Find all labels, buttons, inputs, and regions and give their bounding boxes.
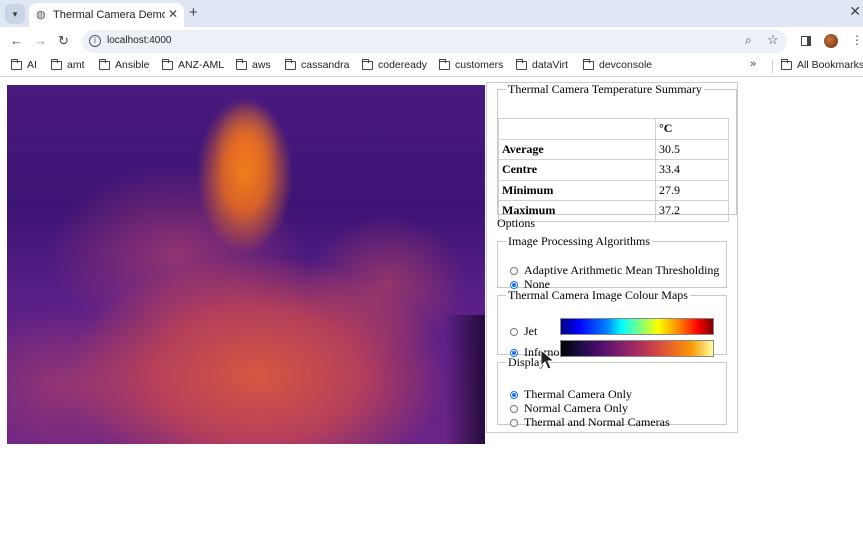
algorithms-group: Image Processing Algorithms Adaptive Ari… [497,234,727,291]
empty-header-cell [498,118,656,140]
radio-button[interactable] [510,418,518,427]
radio-button[interactable] [510,404,518,413]
bookmark-star-icon[interactable]: ☆ [767,32,779,47]
browser-tab[interactable]: ◍ Thermal Camera Demon ✕ [29,3,184,27]
side-panel-icon[interactable] [801,36,811,46]
summary-table: °C Average 30.5 Centre 33.4 Minimum 27.9… [498,118,729,222]
folder-icon [362,58,373,70]
radio-thermal-and-normal[interactable]: Thermal and Normal Cameras [510,415,670,430]
row-value: 27.9 [655,179,729,201]
bookmark-folder[interactable]: aws [236,58,271,71]
bookmark-folder[interactable]: customers [439,58,503,71]
radio-button[interactable] [510,266,518,275]
site-info-icon[interactable]: i [89,35,101,47]
display-title: Display [508,355,546,369]
close-tab-icon[interactable]: ✕ [167,7,178,21]
reload-icon[interactable]: ↻ [58,33,69,48]
inferno-colour-bar[interactable] [560,340,714,357]
algorithms-title: Image Processing Algorithms [508,234,650,248]
radio-button[interactable] [510,327,518,336]
row-label: Minimum [498,179,656,201]
tab-search-button[interactable]: ▾ [5,4,25,24]
bookmarks-divider [772,60,773,73]
table-row: Minimum 27.9 [498,179,729,201]
globe-icon: ◍ [36,8,46,21]
page-content: Thermal Camera Temperature Summary °C Av… [0,77,863,552]
temperature-summary: Thermal Camera Temperature Summary °C Av… [497,82,737,222]
all-bookmarks-folder[interactable]: All Bookmarks [781,58,863,71]
summary-title: Thermal Camera Temperature Summary [508,82,702,96]
more-bookmarks-icon[interactable]: » [750,58,757,70]
radio-thermal-only[interactable]: Thermal Camera Only [510,387,632,402]
table-header-row: °C [498,118,729,140]
menu-kebab-icon[interactable]: ⋮ [851,33,863,47]
options-title: Options [497,216,536,230]
bookmark-folder[interactable]: dataVirt [516,58,568,71]
radio-label: Normal Camera Only [524,401,628,415]
bookmark-folder[interactable]: amt [51,58,85,71]
tab-bar: ▾ ◍ Thermal Camera Demon ✕ + ✕ [0,0,863,27]
folder-icon [285,58,296,70]
table-row: Average 30.5 [498,138,729,160]
row-label: Centre [498,159,656,181]
row-value: 33.4 [655,159,729,181]
radio-button[interactable] [510,348,518,357]
bookmark-folder[interactable]: Ansible [99,58,149,71]
table-row: Centre 33.4 [498,159,729,181]
colour-maps-title: Thermal Camera Image Colour Maps [508,288,688,302]
folder-icon [99,58,110,70]
folder-icon [781,58,792,70]
folder-icon [583,58,594,70]
jet-colour-bar[interactable] [560,318,714,335]
bookmark-folder[interactable]: cassandra [285,58,349,71]
row-label: Maximum [498,200,656,222]
radio-adaptive-thresholding[interactable]: Adaptive Arithmetic Mean Thresholding [510,263,719,278]
bookmark-folder[interactable]: AI [11,58,37,71]
unit-header: °C [655,118,729,140]
browser-toolbar: ← → ↻ i localhost:4000 ⌕ ☆ ⋮ [0,27,863,56]
folder-icon [162,58,173,70]
colour-maps-group: Thermal Camera Image Colour Maps Jet Inf… [497,288,727,359]
thermal-camera-image [7,85,485,444]
zoom-icon[interactable]: ⌕ [745,33,752,47]
radio-normal-only[interactable]: Normal Camera Only [510,401,628,416]
radio-label: Adaptive Arithmetic Mean Thresholding [524,263,720,277]
bookmark-folder[interactable]: ANZ-AML [162,58,224,71]
bookmark-folder[interactable]: codeready [362,58,427,71]
chevron-down-icon: ▾ [12,8,18,19]
back-arrow-icon[interactable]: ← [10,33,23,48]
folder-icon [439,58,450,70]
tab-title: Thermal Camera Demon [53,9,165,21]
radio-button[interactable] [510,390,518,399]
radio-label: Thermal and Normal Cameras [524,415,670,429]
radio-label: Thermal Camera Only [524,387,632,401]
profile-avatar[interactable] [824,34,838,48]
url-text[interactable]: localhost:4000 [107,35,172,46]
folder-icon [51,58,62,70]
folder-icon [516,58,527,70]
row-label: Average [498,138,656,160]
folder-icon [11,58,22,70]
table-row: Maximum 37.2 [498,200,729,222]
folder-icon [236,58,247,70]
bookmark-folder[interactable]: devconsole [583,58,652,71]
address-bar[interactable]: i localhost:4000 ⌕ ☆ [82,30,787,53]
radio-label: None [524,277,550,291]
display-group: Display Thermal Camera Only Normal Camer… [497,355,727,429]
row-value: 30.5 [655,138,729,160]
row-value: 37.2 [655,200,729,222]
new-tab-button[interactable]: + [189,4,198,21]
radio-label: Jet [524,324,538,338]
forward-arrow-icon[interactable]: → [34,33,47,48]
bookmarks-bar: AI amt Ansible ANZ-AML aws cassandra cod… [0,56,863,77]
radio-jet[interactable]: Jet [510,324,537,339]
window-close-icon[interactable]: ✕ [849,3,861,19]
